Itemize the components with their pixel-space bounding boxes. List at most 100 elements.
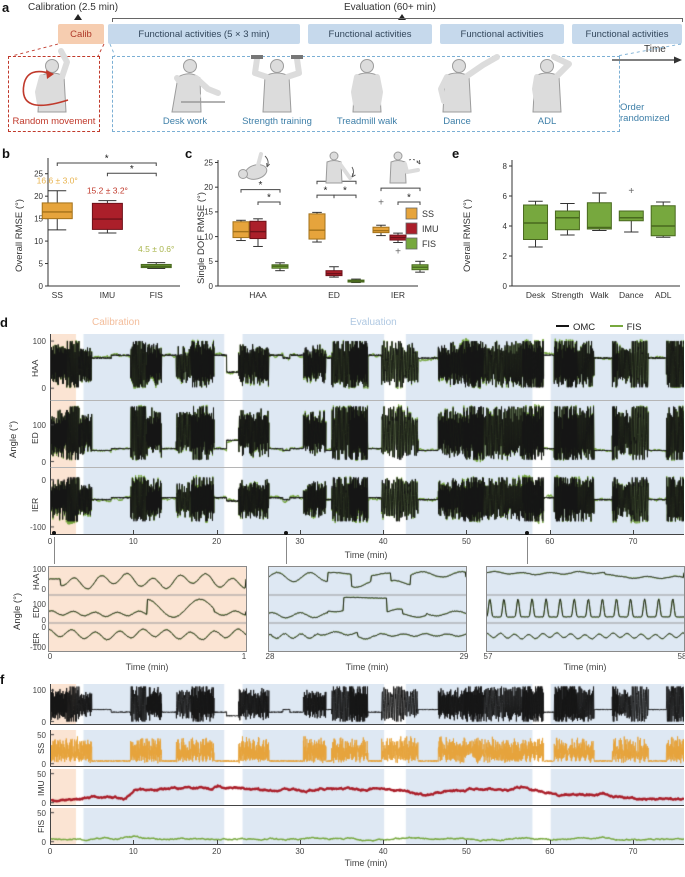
dof-icon (238, 152, 271, 180)
svg-text:8: 8 (503, 162, 508, 171)
d-inset-x-tick: 0 (47, 652, 53, 661)
d-inset-y-tick: 100 (32, 565, 46, 574)
f-ss-error-plot (50, 730, 684, 767)
f-x-tick: 10 (128, 847, 138, 856)
svg-text:4: 4 (503, 222, 508, 231)
functional-activities-box (112, 56, 620, 132)
f-x-tick: 60 (545, 847, 555, 856)
d-inset-y-tick: -100 (29, 643, 46, 652)
f-x-tick: 0 (47, 847, 53, 856)
svg-text:FIS: FIS (422, 239, 436, 249)
timeline-activity-box-2: Functional activities (308, 24, 432, 44)
svg-text:5: 5 (39, 259, 44, 268)
d-inset-y-tick: 0 (41, 623, 46, 632)
d-inset2-x-axis-label: Time (min) (345, 662, 389, 672)
f-shoulder-motion-plot (50, 684, 684, 725)
svg-text:15: 15 (204, 208, 213, 217)
f-y-tick: 0 (41, 759, 46, 769)
d-inset-y-axis-label: Angle (°) (12, 592, 23, 630)
d-y-tick: 0 (41, 384, 46, 394)
evaluation-duration-label: Evaluation (60+ min) (344, 2, 436, 13)
d-inset-calibration-plot (48, 566, 247, 652)
f-imu-error-plot (50, 769, 684, 806)
f-row-label-fis: FIS (36, 819, 46, 833)
f-y-tick: 50 (37, 769, 46, 779)
f-x-tickmark (133, 840, 135, 844)
svg-text:0: 0 (39, 282, 44, 291)
omc-legend-label: OMC (573, 322, 596, 333)
d-x-tickmark (50, 530, 51, 534)
d-x-tickmark (299, 530, 301, 534)
svg-text:16.6 ± 3.0°: 16.6 ± 3.0° (37, 176, 78, 186)
f-x-tickmark (549, 840, 551, 844)
f-y-tick: 100 (32, 686, 46, 696)
evaluation-marker-icon (398, 14, 406, 20)
svg-text:10: 10 (204, 232, 213, 241)
d-x-tick: 60 (545, 537, 555, 546)
d-row-label-ier: IER (30, 497, 40, 512)
boxplot-overall-rmse: 0 5 10 15 20 25 SS IMU FIS * * 16.6 ± 3.0° 15.2 ± 3.… (34, 153, 180, 300)
panel-label-a: a (2, 0, 10, 15)
d-x-tick: 10 (128, 537, 138, 546)
fis-legend-label: FIS (626, 322, 642, 333)
f-x-tick: 70 (628, 847, 638, 856)
random-movement-label: Random movement (12, 116, 96, 127)
fis-line-swatch (609, 324, 623, 328)
figure-strength-training (251, 55, 303, 113)
f-x-tickmark (466, 840, 468, 844)
f-x-tickmark (299, 840, 301, 844)
f-x-tick: 40 (378, 847, 388, 856)
d-y-axis-label: Angle (°) (8, 420, 19, 458)
d-x-tickmark (549, 530, 551, 534)
d-x-tickmark (133, 530, 135, 534)
f-y-tick: 0 (41, 798, 46, 808)
activity-figures (22, 48, 572, 113)
calibration-duration-label: Calibration (2.5 min) (28, 2, 119, 13)
svg-text:4.5 ± 0.6°: 4.5 ± 0.6° (138, 244, 174, 254)
d-inset-connector (527, 537, 529, 564)
dof-icon (389, 151, 421, 184)
svg-text:15: 15 (34, 214, 43, 223)
svg-text:Dance: Dance (619, 290, 644, 300)
svg-text:SS: SS (422, 209, 434, 219)
svg-text:0: 0 (209, 282, 214, 291)
svg-text:20: 20 (204, 183, 213, 192)
d-inset-x-tick: 58 (677, 652, 685, 661)
svg-text:*: * (343, 186, 347, 197)
d-y-tick: 0 (41, 475, 46, 485)
f-x-tick: 50 (461, 847, 471, 856)
svg-text:+: + (628, 186, 634, 197)
d-y-tick: 100 (32, 337, 46, 347)
d-evaluation-tag: Evaluation (350, 317, 397, 328)
d-haa-trace-plot (50, 334, 684, 401)
d-inset-evaluation-plot-2 (486, 566, 685, 652)
svg-text:+: + (395, 246, 401, 257)
d-inset-y-tick: 0 (41, 615, 46, 625)
svg-text:20: 20 (34, 192, 43, 201)
panel-label-d: d (0, 315, 8, 330)
time-arrow-label: Time (644, 44, 666, 55)
svg-text:2: 2 (503, 252, 508, 261)
d-inset-evaluation-plot-1 (268, 566, 467, 652)
d-inset-marker-dot (525, 531, 530, 535)
d-x-tick: 70 (628, 537, 638, 546)
f-x-tickmark (633, 840, 635, 844)
d-x-tickmark (466, 530, 468, 534)
f-x-tick: 30 (295, 847, 305, 856)
d-inset-connector (54, 537, 56, 564)
activity-label-adl: ADL (537, 116, 557, 127)
order-randomized-note: Order randomized (620, 102, 670, 124)
svg-text:15.2 ± 3.2°: 15.2 ± 3.2° (87, 185, 128, 195)
d-x-tickmark (633, 530, 635, 534)
calibration-marker-icon (74, 14, 82, 20)
d-inset-connector (285, 537, 287, 564)
svg-text:*: * (267, 193, 271, 204)
f-y-tick: 0 (41, 717, 46, 727)
f-x-tick: 20 (212, 847, 222, 856)
d-inset-y-tick: 100 (32, 600, 46, 610)
d-legend: OMC FIS (556, 317, 651, 335)
f-y-tick: 0 (41, 837, 46, 847)
d-y-tick: 100 (32, 420, 46, 430)
f-fis-error-plot (50, 808, 684, 845)
